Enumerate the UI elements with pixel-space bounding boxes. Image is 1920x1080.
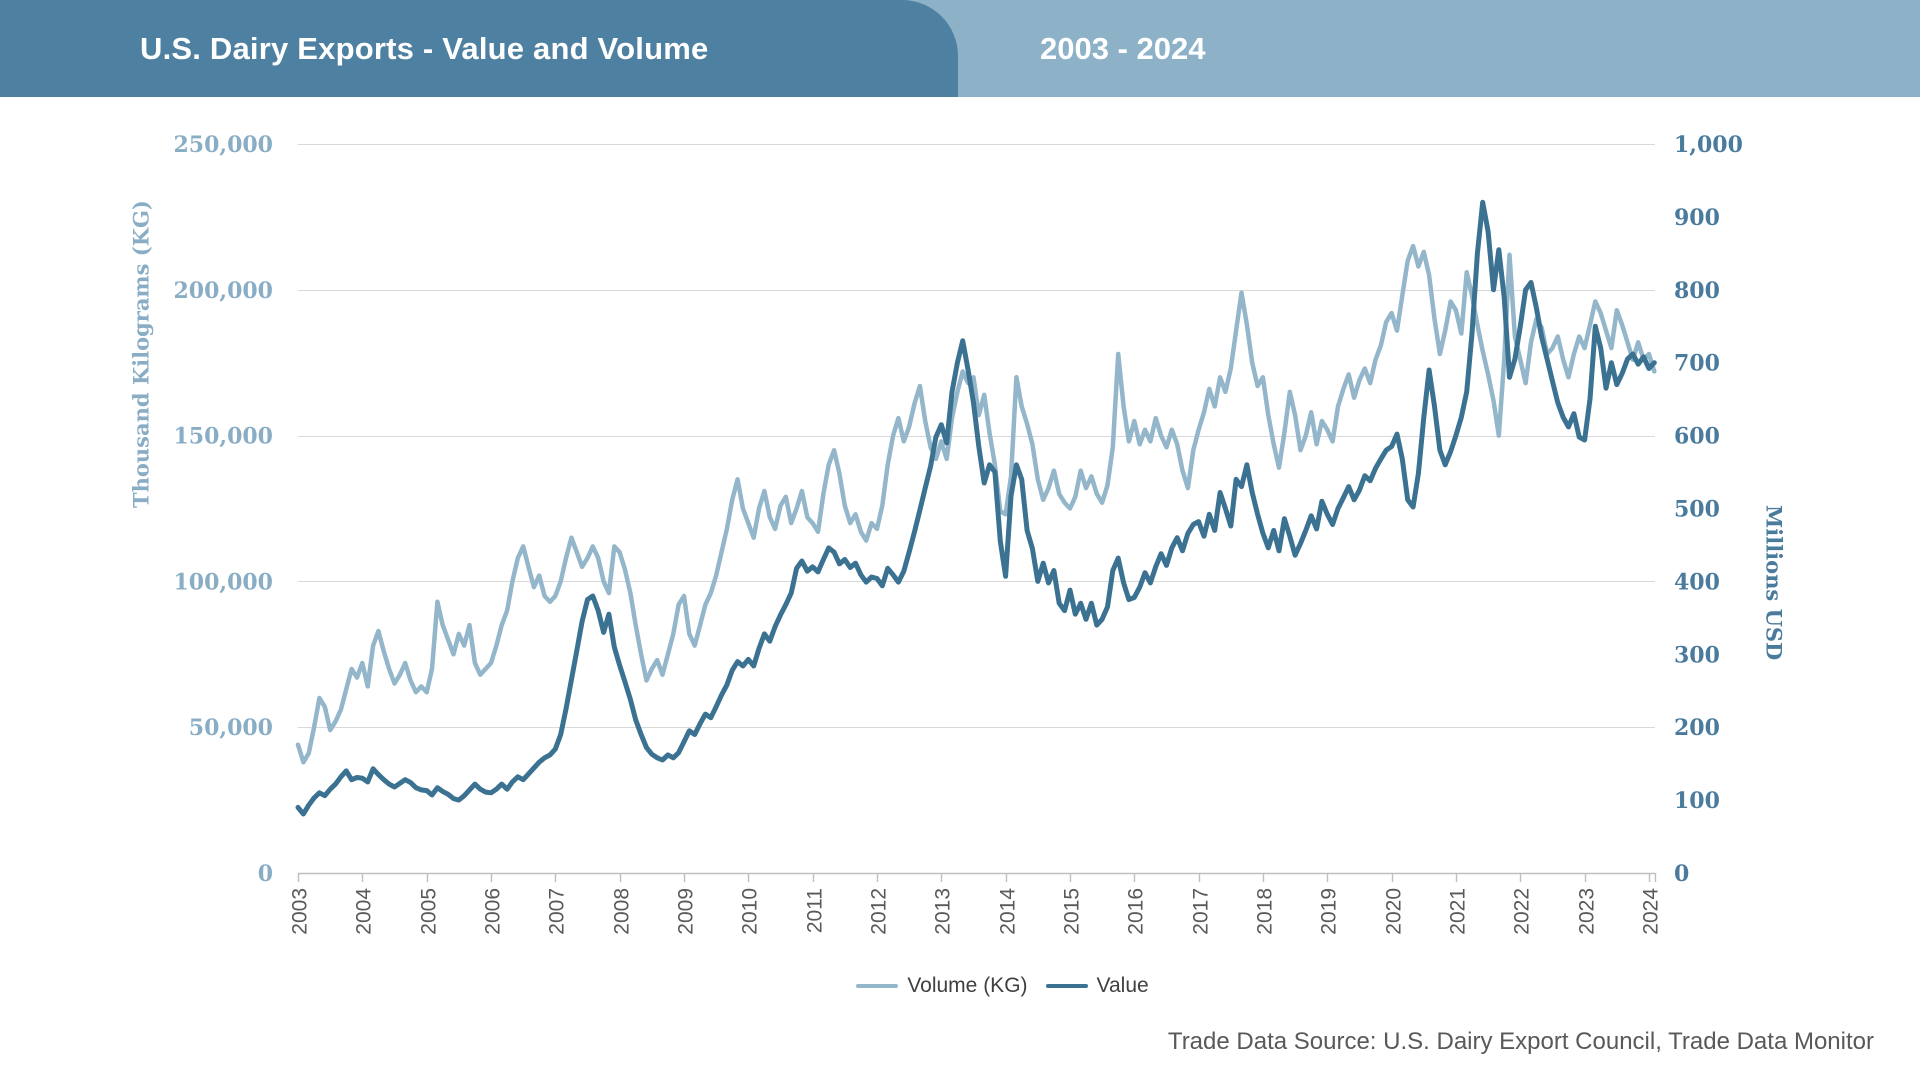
right-axis-tick-label: 600 <box>1674 424 1720 450</box>
header-title-box <box>0 0 958 97</box>
x-axis-year-label: 2022 <box>1511 888 1534 935</box>
x-axis-year-label: 2016 <box>1125 888 1148 935</box>
legend-label-volume: Volume (KG) <box>907 974 1028 997</box>
volume-line-swatch <box>856 983 899 989</box>
legend: Volume (KG) Value <box>0 974 1920 998</box>
x-axis-year-label: 2017 <box>1190 888 1213 935</box>
left-axis-tick-label: 200,000 <box>173 278 273 304</box>
x-axis-year-label: 2021 <box>1447 888 1470 935</box>
left-axis-tick-label: 50,000 <box>189 715 273 741</box>
right-axis-tick-label: 200 <box>1674 715 1720 741</box>
legend-label-value: Value <box>1096 974 1149 997</box>
x-axis-year-label: 2024 <box>1640 888 1663 935</box>
legend-item-volume: Volume (KG) <box>856 974 1028 998</box>
left-axis-tick-label: 250,000 <box>173 132 273 158</box>
x-axis-year-label: 2005 <box>418 888 441 935</box>
right-axis-tick-label: 0 <box>1674 861 1689 887</box>
x-axis-year-label: 2011 <box>804 888 827 933</box>
x-axis-year-label: 2020 <box>1383 888 1406 935</box>
right-axis-tick-label: 500 <box>1674 497 1720 523</box>
x-axis-year-label: 2012 <box>868 888 891 935</box>
x-axis-year-label: 2004 <box>353 888 376 935</box>
left-axis-tick-label: 150,000 <box>173 424 273 450</box>
x-axis-year-label: 2015 <box>1061 888 1084 935</box>
x-axis-year-label: 2018 <box>1254 888 1277 935</box>
right-axis-tick-label: 1,000 <box>1674 132 1743 158</box>
date-range-label: 2003 - 2024 <box>1040 31 1206 66</box>
right-axis-tick-label: 400 <box>1674 569 1720 595</box>
data-source-note: Trade Data Source: U.S. Dairy Export Cou… <box>1167 1028 1874 1055</box>
right-axis-tick-label: 700 <box>1674 351 1720 377</box>
x-axis-year-label: 2008 <box>611 888 634 935</box>
right-axis-tick-label: 300 <box>1674 642 1720 668</box>
value-line-swatch <box>1045 983 1088 989</box>
x-axis-year-label: 2003 <box>289 888 312 935</box>
series-line-value <box>295 199 1657 817</box>
x-axis-year-label: 2007 <box>546 888 569 935</box>
left-axis-tick-label: 0 <box>258 861 273 887</box>
page-title: U.S. Dairy Exports - Value and Volume <box>140 31 709 66</box>
x-axis-year-label: 2006 <box>482 888 505 935</box>
right-axis-tick-label: 900 <box>1674 205 1720 231</box>
x-axis-year-label: 2019 <box>1318 888 1341 935</box>
left-axis-tick-label: 100,000 <box>173 569 273 595</box>
x-axis-year-label: 2010 <box>739 888 762 935</box>
right-axis-tick-label: 800 <box>1674 278 1720 304</box>
right-axis-tick-label: 100 <box>1674 788 1720 814</box>
x-axis-year-label: 2009 <box>675 888 698 935</box>
x-axis-year-label: 2023 <box>1576 888 1599 935</box>
x-axis-year-label: 2013 <box>932 888 955 935</box>
x-axis-year-label: 2014 <box>997 888 1020 935</box>
series-line-volume <box>295 243 1657 765</box>
legend-item-value: Value <box>1045 974 1149 998</box>
